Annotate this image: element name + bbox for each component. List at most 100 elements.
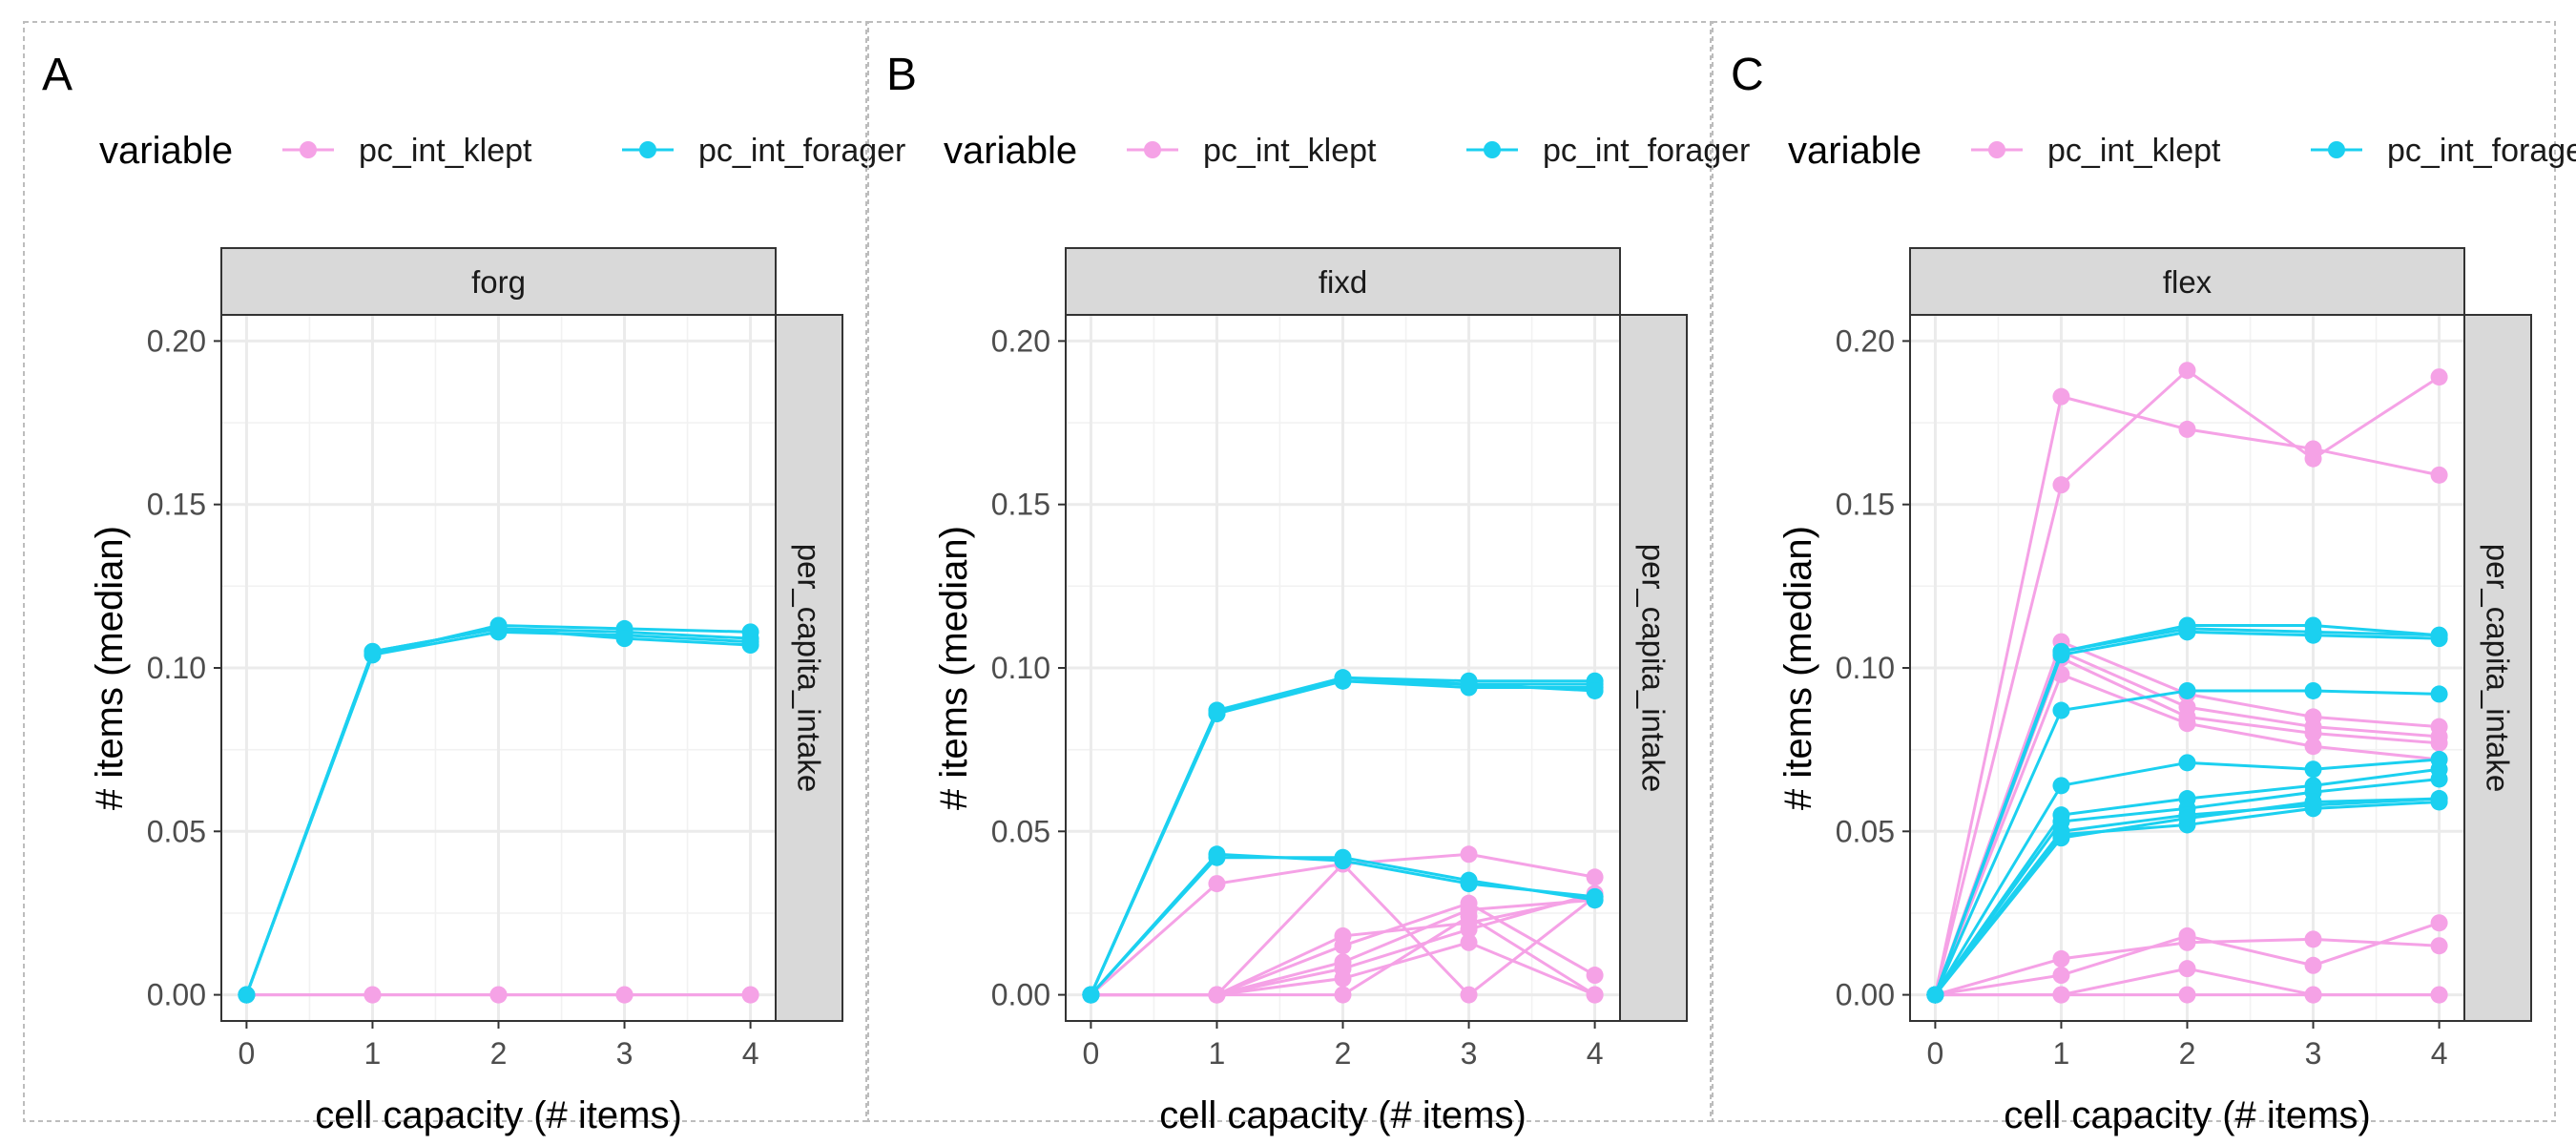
legend: variable pc_int_klept pc_int_forager [1788, 130, 2576, 172]
legend-label: pc_int_klept [359, 133, 532, 169]
facet-strip [1909, 247, 2465, 316]
data-point-pc_int_forager [1926, 986, 1944, 1004]
legend-label: pc_int_forager [2387, 133, 2576, 169]
x-axis-title: cell capacity (# items) [1159, 1094, 1527, 1136]
data-point-pc_int_klept [1586, 967, 1604, 985]
data-point-pc_int_forager [1082, 986, 1100, 1004]
data-point-pc_int_forager [2178, 619, 2196, 637]
data-point-pc_int_klept [1334, 986, 1352, 1004]
y-tick-label: 0.05 [991, 814, 1050, 848]
panel-letter: A [42, 50, 73, 100]
x-tick-label: 4 [1587, 1036, 1604, 1071]
data-point-pc_int_klept [2052, 949, 2070, 968]
x-tick-label: 3 [616, 1036, 634, 1071]
data-point-pc_int_klept [1208, 986, 1226, 1004]
data-point-pc_int_forager [2304, 681, 2322, 699]
x-axis-title: cell capacity (# items) [315, 1094, 682, 1136]
data-point-pc_int_klept [1208, 875, 1226, 893]
axes: 0.00 0.05 0.10 0.15 0.20 0 1 2 3 4 [147, 323, 759, 1071]
y-tick-label: 0.15 [991, 488, 1050, 522]
data-point-pc_int_klept [2052, 986, 2070, 1004]
y-tick-label: 0.05 [1836, 814, 1895, 848]
data-point-pc_int_forager [2052, 829, 2070, 847]
data-point-pc_int_klept [1460, 907, 1478, 926]
legend-key-point [2328, 141, 2345, 158]
x-tick-label: 0 [239, 1036, 256, 1071]
data-point-pc_int_forager [238, 986, 256, 1004]
row-strip [1619, 314, 1688, 1022]
data-point-pc_int_klept [2304, 930, 2322, 948]
data-point-pc_int_klept [2430, 368, 2448, 386]
row-strip-label: per_capita_intake [2481, 544, 2516, 793]
y-tick-label: 0.20 [1836, 323, 1895, 358]
data-point-pc_int_klept [2052, 967, 2070, 985]
data-point-pc_int_forager [2304, 793, 2322, 811]
data-point-pc_int_forager [364, 642, 382, 660]
data-point-pc_int_forager [1208, 701, 1226, 719]
y-tick-label: 0.15 [1836, 488, 1895, 522]
legend-key-point [1988, 141, 2005, 158]
data-point-pc_int_klept [2178, 420, 2196, 438]
series-layer [1926, 362, 2448, 1004]
legend-key-point [639, 141, 656, 158]
data-point-pc_int_forager [1586, 887, 1604, 906]
panel-letter: B [886, 50, 917, 100]
y-tick-label: 0.00 [147, 978, 206, 1012]
x-tick-label: 3 [1461, 1036, 1478, 1071]
row-strip-label: per_capita_intake [792, 544, 827, 793]
legend-title: variable [1788, 130, 1922, 172]
data-point-pc_int_klept [1586, 868, 1604, 886]
panel-border [1712, 21, 2556, 1122]
series-layer [1082, 669, 1604, 1004]
x-tick-label: 1 [1209, 1036, 1226, 1071]
y-tick-label: 0.05 [147, 814, 206, 848]
data-point-pc_int_forager [1334, 852, 1352, 870]
data-point-pc_int_forager [1460, 875, 1478, 893]
legend-key-point [1144, 141, 1161, 158]
axes: 0.00 0.05 0.10 0.15 0.20 0 1 2 3 4 [991, 323, 1604, 1071]
x-tick-label: 2 [1335, 1036, 1352, 1071]
data-point-pc_int_klept [1334, 937, 1352, 955]
data-point-pc_int_forager [615, 630, 634, 648]
gridlines [221, 315, 776, 1021]
data-point-pc_int_forager [2430, 685, 2448, 703]
facet-strip-label: fixd [1319, 264, 1367, 300]
data-point-pc_int_klept [2304, 956, 2322, 974]
axes: 0.00 0.05 0.10 0.15 0.20 0 1 2 3 4 [1836, 323, 2448, 1071]
data-point-pc_int_klept [2304, 724, 2322, 742]
data-point-pc_int_klept [2430, 986, 2448, 1004]
data-point-pc_int_forager [1586, 681, 1604, 699]
data-point-pc_int_klept [2178, 362, 2196, 380]
legend-label: pc_int_klept [2047, 133, 2221, 169]
x-tick-label: 4 [2431, 1036, 2448, 1071]
data-point-pc_int_klept [1334, 969, 1352, 988]
data-point-pc_int_klept [2178, 986, 2196, 1004]
row-strip [2463, 314, 2532, 1022]
data-point-pc_int_klept [2430, 914, 2448, 932]
data-point-pc_int_klept [2178, 715, 2196, 733]
data-point-pc_int_forager [2430, 626, 2448, 644]
data-point-pc_int_klept [1460, 986, 1478, 1004]
data-point-pc_int_forager [2178, 809, 2196, 827]
x-tick-label: 0 [1083, 1036, 1100, 1071]
y-axis-title: # items (median) [1777, 526, 1819, 810]
data-point-pc_int_forager [2304, 760, 2322, 779]
data-point-pc_int_klept [2304, 738, 2322, 756]
data-point-pc_int_klept [2304, 986, 2322, 1004]
data-point-pc_int_klept [1460, 845, 1478, 864]
x-tick-label: 1 [2053, 1036, 2070, 1071]
y-axis-title: # items (median) [89, 526, 131, 810]
data-point-pc_int_forager [1334, 669, 1352, 687]
data-point-pc_int_forager [2430, 790, 2448, 808]
data-point-pc_int_forager [2178, 754, 2196, 772]
legend-key-point [1484, 141, 1501, 158]
legend-label: pc_int_forager [1543, 133, 1750, 169]
data-point-pc_int_klept [2430, 466, 2448, 484]
data-point-pc_int_klept [2304, 449, 2322, 468]
data-point-pc_int_forager [1460, 676, 1478, 694]
y-tick-label: 0.20 [991, 323, 1050, 358]
row-strip [775, 314, 843, 1022]
